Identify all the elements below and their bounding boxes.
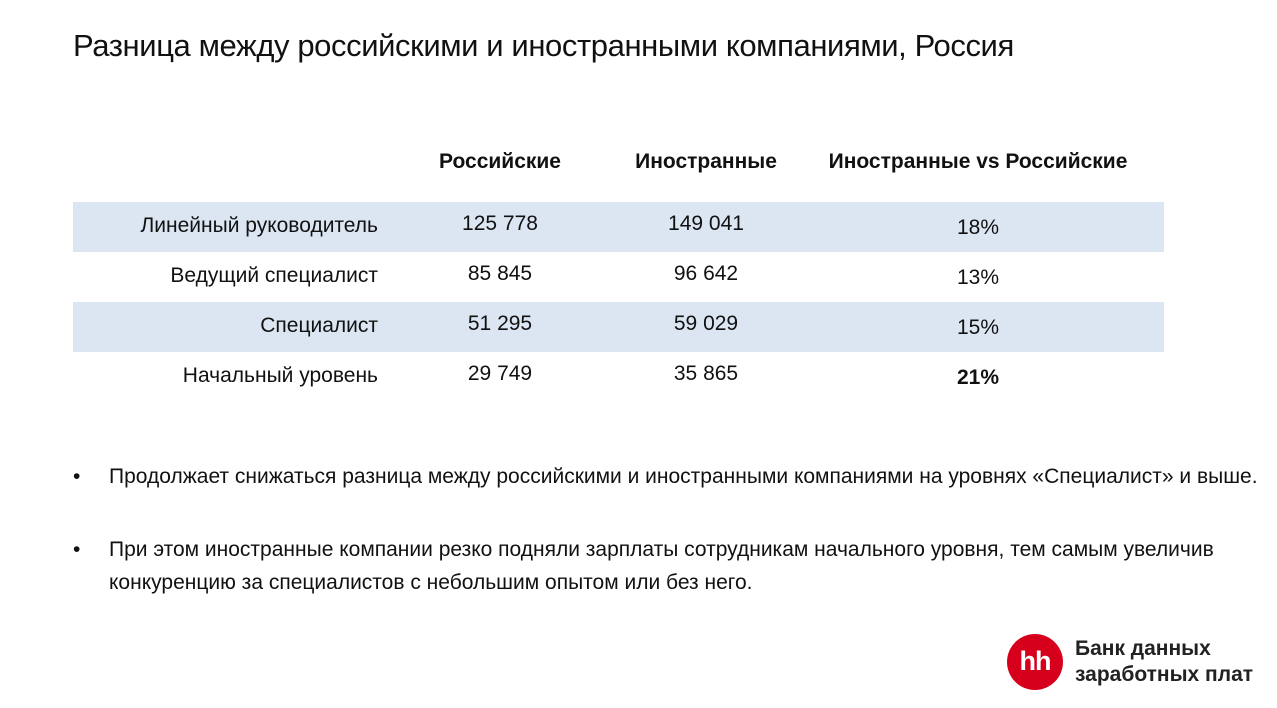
table-row: Начальный уровень 29 749 35 865 21% xyxy=(73,352,1164,402)
row-label: Линейный руководитель xyxy=(140,214,378,237)
cell-russian: 29 749 xyxy=(467,362,533,385)
hh-logo-icon: hh xyxy=(1007,634,1063,690)
cell-russian: 51 295 xyxy=(467,312,533,335)
table-row: Специалист 51 295 59 029 15% xyxy=(73,302,1164,352)
bullet-text: Продолжает снижаться разница между росси… xyxy=(109,465,1258,488)
cell-foreign: 59 029 xyxy=(673,312,739,335)
row-label: Ведущий специалист xyxy=(170,264,378,287)
bullet-icon: • xyxy=(73,465,81,488)
row-label: Начальный уровень xyxy=(182,364,378,387)
logo-caption: Банк данных заработных плат xyxy=(1075,636,1253,688)
cell-difference: 15% xyxy=(956,316,1000,339)
table-row: Ведущий специалист 85 845 96 642 13% xyxy=(73,252,1164,302)
cell-russian: 125 778 xyxy=(462,212,538,235)
table-header: Российские Иностранные Иностранные vs Ро… xyxy=(73,138,1164,202)
row-label: Специалист xyxy=(260,314,378,337)
list-item: • При этом иностранные компании резко по… xyxy=(73,533,1263,599)
cell-difference: 13% xyxy=(956,266,1000,289)
cell-foreign: 96 642 xyxy=(673,262,739,285)
cell-difference-highlight: 21% xyxy=(956,366,1000,389)
table-row: Линейный руководитель 125 778 149 041 18… xyxy=(73,202,1164,252)
cell-foreign: 149 041 xyxy=(668,212,744,235)
logo-caption-line2: заработных плат xyxy=(1075,663,1254,686)
column-header-difference: Иностранные vs Российские xyxy=(828,150,1128,173)
cell-foreign: 35 865 xyxy=(673,362,739,385)
column-header-foreign: Иностранные xyxy=(635,150,777,173)
cell-russian: 85 845 xyxy=(467,262,533,285)
bullet-list: • Продолжает снижаться разница между рос… xyxy=(73,460,1263,639)
brand-logo: hh Банк данных заработных плат xyxy=(1007,634,1267,690)
cell-difference: 18% xyxy=(956,216,1000,239)
logo-caption-line1: Банк данных xyxy=(1075,637,1211,660)
list-item: • Продолжает снижаться разница между рос… xyxy=(73,460,1263,493)
column-header-russian: Российские xyxy=(439,150,561,173)
bullet-icon: • xyxy=(73,538,81,561)
bullet-text: При этом иностранные компании резко подн… xyxy=(109,538,1214,594)
page-title: Разница между российскими и иностранными… xyxy=(73,28,1014,63)
comparison-table: Российские Иностранные Иностранные vs Ро… xyxy=(73,138,1164,402)
